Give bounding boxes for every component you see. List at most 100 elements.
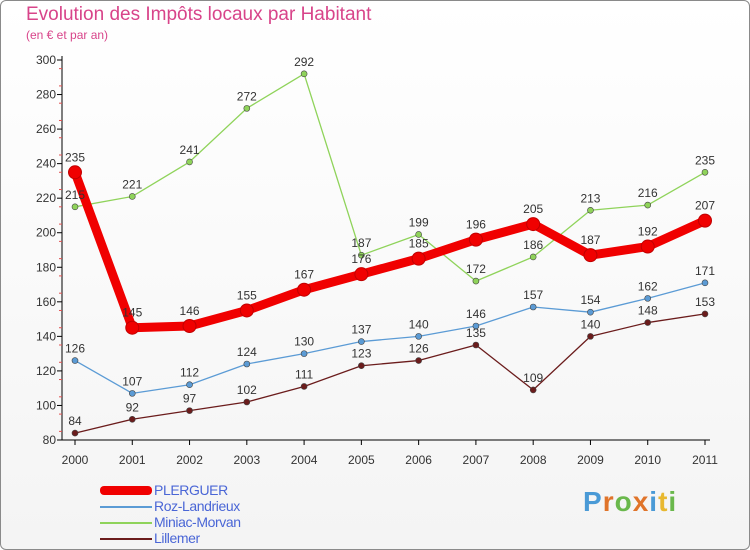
data-point	[587, 333, 594, 340]
proxiti-logo: Proxiti	[583, 486, 677, 518]
data-label: 146	[466, 307, 486, 321]
data-label: 102	[237, 383, 257, 397]
x-tick-label: 2008	[520, 453, 547, 467]
data-label: 155	[237, 288, 257, 302]
data-label: 292	[294, 55, 314, 69]
series-line	[74, 313, 706, 434]
data-point	[411, 251, 426, 266]
data-point	[472, 322, 480, 330]
data-label: 97	[183, 392, 197, 406]
data-label: 176	[351, 252, 371, 266]
series-lines	[70, 73, 710, 434]
data-point	[468, 232, 483, 247]
series-points	[68, 70, 712, 437]
data-point	[358, 338, 365, 345]
chart-subtitle: (en € et par an)	[26, 28, 109, 42]
data-point	[529, 386, 537, 394]
data-point	[583, 248, 598, 263]
x-tick-label: 2000	[62, 453, 89, 467]
data-label: 171	[695, 264, 715, 278]
y-tick-label: 120	[36, 364, 56, 378]
data-label: 84	[68, 414, 82, 428]
data-label: 145	[122, 306, 142, 320]
logo-letter: P	[583, 486, 603, 517]
data-label: 205	[523, 202, 543, 216]
legend-item-roz-landrieux: Roz-Landrieux	[100, 498, 400, 514]
data-label: 192	[638, 225, 658, 239]
data-point	[71, 203, 79, 211]
data-label: 92	[126, 400, 140, 414]
data-label: 111	[295, 367, 314, 381]
data-label: 199	[409, 215, 429, 229]
data-point	[587, 206, 594, 214]
legend-item-lillemer: Lillemer	[100, 530, 400, 546]
y-tick-label: 140	[36, 329, 56, 343]
data-label: 235	[695, 153, 715, 167]
data-point	[358, 362, 365, 370]
legend-label-lillemer: Lillemer	[154, 530, 200, 546]
legend-label-miniac-morvan: Miniac-Morvan	[154, 514, 241, 530]
data-point	[472, 277, 480, 285]
legend-swatch-miniac-morvan	[100, 522, 152, 524]
y-tick-label: 100	[36, 398, 56, 412]
data-label: 172	[466, 262, 486, 276]
data-point	[186, 407, 193, 414]
x-tick-label: 2001	[119, 453, 146, 467]
data-point	[701, 310, 709, 318]
y-tick-label: 160	[36, 295, 56, 309]
data-point	[239, 303, 254, 318]
y-tick-label: 220	[36, 191, 56, 205]
data-point	[186, 381, 193, 389]
x-tick-label: 2005	[348, 453, 375, 467]
logo-letter: i	[668, 486, 678, 517]
series-line	[70, 167, 710, 333]
legend-swatch-plerguer	[100, 486, 152, 495]
data-label: 126	[409, 342, 429, 356]
data-point	[125, 320, 140, 335]
legend-swatch-lillemer	[100, 538, 152, 540]
data-label: 216	[638, 186, 658, 200]
y-tick-label: 280	[36, 88, 56, 102]
data-label: 123	[351, 347, 371, 361]
data-label: 140	[409, 317, 429, 331]
data-label: 186	[523, 238, 543, 252]
data-label: 126	[65, 342, 85, 356]
data-label: 187	[580, 233, 600, 247]
data-label: 221	[122, 177, 142, 191]
data-point	[243, 105, 251, 112]
data-point	[128, 415, 136, 423]
data-point	[529, 303, 537, 311]
data-point	[68, 165, 82, 180]
data-point	[71, 429, 79, 437]
x-tick-label: 2003	[233, 453, 260, 467]
y-tick-label: 200	[36, 226, 56, 240]
data-point	[415, 333, 422, 340]
data-label: 130	[294, 335, 314, 349]
logo-letter: r	[602, 486, 615, 517]
data-label: 215	[65, 188, 85, 202]
data-label: 148	[638, 304, 658, 318]
data-point	[186, 158, 193, 166]
line-chart: 80 100 120 140 160 180 200 220 240 260 280 300 2000 2…	[36, 53, 718, 467]
logo-letter: i	[649, 486, 659, 517]
data-label: 241	[180, 143, 200, 157]
data-label: 107	[122, 374, 142, 388]
data-point	[526, 217, 541, 232]
data-point	[128, 390, 136, 397]
data-point	[128, 193, 136, 200]
y-tick-label: 240	[36, 157, 56, 171]
x-tick-label: 2009	[577, 453, 604, 467]
x-tick-label: 2011	[692, 453, 718, 467]
data-label: 213	[580, 191, 600, 205]
data-point	[71, 357, 79, 364]
series-line	[74, 73, 706, 282]
data-label: 272	[237, 89, 257, 103]
x-tick-label: 2007	[463, 453, 490, 467]
data-label: 135	[466, 326, 486, 340]
data-label: 124	[237, 345, 257, 359]
chart-title: Evolution des Impôts locaux par Habitant	[26, 4, 372, 25]
data-label: 153	[695, 295, 715, 309]
x-tick-label: 2006	[405, 453, 432, 467]
data-point	[587, 308, 594, 316]
data-point	[644, 295, 652, 302]
